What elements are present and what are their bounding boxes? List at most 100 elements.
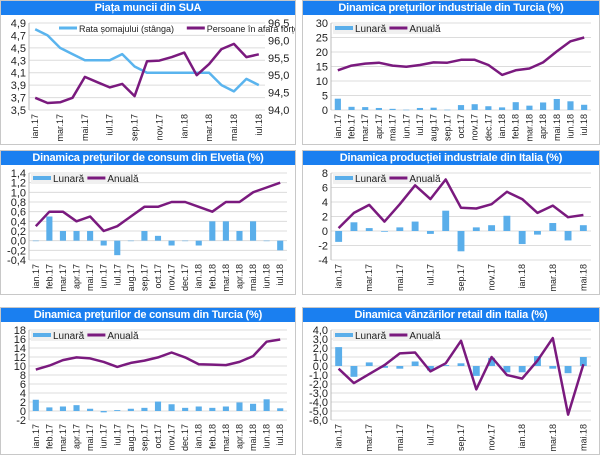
y-tick-label: 15 [316, 62, 328, 74]
legend-label: Anuală [107, 331, 139, 342]
x-tick-label: sep.17 [130, 114, 140, 141]
legend-label: Anuală [409, 331, 441, 342]
y-tick-label: 3,5 [11, 105, 26, 117]
y-tick-label: 4,1 [11, 68, 26, 80]
bar [503, 215, 511, 231]
chart-italy-industrial: -4 -2 0 2 4 6 8 ian.17 mar.17 mai.17 iul.17 sep.17 n… [318, 168, 591, 292]
legend-label: Persoane în afara forței de muncă(mil.) [207, 24, 295, 34]
y-tick-label: 5 [322, 91, 328, 103]
y-tick-label: 8 [322, 168, 328, 180]
x-tick-label: ian.18 [517, 264, 527, 289]
y-tick-label: 0,0 [11, 236, 26, 248]
bar [334, 98, 341, 110]
x-tick-label: mai.17 [85, 264, 95, 291]
y-tick-label-right: 94,5 [268, 88, 289, 100]
y-tick-label: 12 [14, 352, 26, 364]
bar [87, 408, 94, 411]
bar [389, 108, 396, 110]
chart-title: Dinamica prețurilor industriale din Turc… [303, 1, 599, 15]
x-tick-label: iun.18 [565, 114, 575, 139]
y-tick-label: 2,0 [313, 343, 328, 355]
x-tick-label: mai.17 [85, 424, 95, 451]
bar [498, 107, 506, 110]
bar [365, 362, 373, 366]
line-series-right [34, 42, 260, 105]
x-tick-label: feb.18 [207, 264, 217, 289]
bar [222, 406, 229, 411]
y-tick-label: 4,3 [11, 55, 26, 67]
x-tick-label: iul.18 [275, 424, 285, 446]
x-tick-label: aug.17 [126, 424, 136, 452]
x-tick-label: dec.17 [180, 424, 190, 451]
x-tick-label: dec.17 [180, 264, 190, 291]
legend-label: Lunară [355, 331, 387, 342]
x-tick-label: mai.17 [388, 114, 398, 141]
y-tick-label: 6 [322, 183, 328, 195]
y-tick-label: 6 [20, 379, 26, 391]
x-tick-label: apr.18 [538, 114, 548, 139]
legend-label: Anuală [409, 174, 441, 185]
bar [154, 401, 162, 411]
bar [549, 366, 557, 369]
x-tick-label: mai.17 [395, 264, 405, 291]
legend-label: Lunară [53, 174, 85, 185]
chart-title: Piața muncii din SUA [1, 1, 295, 15]
x-tick-label: mar.18 [548, 264, 558, 292]
x-tick-label: iul.17 [112, 264, 122, 286]
bar [59, 231, 67, 241]
y-tick-label: 25 [316, 33, 328, 45]
bar [127, 240, 134, 242]
x-tick-label: nov.17 [470, 114, 480, 140]
y-tick-label: 4 [20, 388, 26, 400]
panel-swiss-cpi: Dinamica prețurilor de consum din Elveti… [0, 150, 296, 295]
x-tick-label: oct.17 [153, 264, 163, 289]
x-tick-label: ian.17 [31, 424, 41, 449]
y-tick-label: 30 [316, 18, 328, 30]
panel-italy-industrial: Dinamica producției industriale din Ital… [302, 150, 600, 295]
x-tick-label: iun.17 [99, 424, 109, 449]
bar [46, 407, 53, 411]
y-tick-label: 0,6 [11, 207, 26, 219]
y-tick-label-right: 95,5 [268, 53, 289, 65]
bar [100, 411, 107, 413]
chart-us-labor: 3,53,73,94,14,34,54,74,9 94,0 94,5 95,0 95,5… [11, 18, 295, 142]
bar [182, 407, 189, 411]
y-tick-label: 0 [322, 226, 328, 238]
x-tick-label: mar.17 [364, 424, 374, 452]
x-tick-label: mar.18 [221, 264, 231, 292]
bar [335, 231, 343, 242]
bar [567, 101, 574, 110]
y-tick-label: -2 [318, 241, 328, 253]
x-tick-label: mar.18 [204, 114, 214, 142]
y-tick-label: 10 [14, 361, 26, 373]
bar [534, 231, 541, 235]
x-tick-label: mai.18 [248, 424, 258, 451]
bar [32, 240, 39, 242]
line-series-main [337, 178, 584, 229]
x-tick-label: iul.17 [415, 114, 425, 136]
y-tick-label: 0,4 [11, 216, 26, 228]
bar [182, 240, 189, 242]
x-tick-label: nov.17 [487, 424, 497, 450]
x-tick-label: oct.17 [456, 114, 466, 139]
x-tick-label: apr.17 [374, 114, 384, 139]
bar [375, 107, 382, 110]
bar [195, 240, 202, 246]
x-tick-label: mai.18 [248, 264, 258, 291]
x-tick-label: ian.18 [517, 424, 527, 449]
chart-italy-retail: -6,0-5,0-4,0-3,0-2,0-1,00,01,02,03,04,0 i… [309, 325, 591, 452]
y-tick-label: 3,9 [11, 80, 26, 92]
bar [249, 403, 257, 411]
bar [32, 399, 39, 411]
bar [381, 366, 388, 368]
bar [73, 231, 80, 241]
y-tick-label: 4,9 [11, 18, 26, 30]
y-tick-label: 2 [322, 212, 328, 224]
bar [457, 363, 465, 366]
x-tick-label: dec.17 [483, 114, 493, 141]
bar [73, 405, 80, 411]
x-tick-label: mai.18 [229, 114, 239, 141]
chart-title: Dinamica vânzărilor retail din Italia (%… [303, 308, 599, 322]
